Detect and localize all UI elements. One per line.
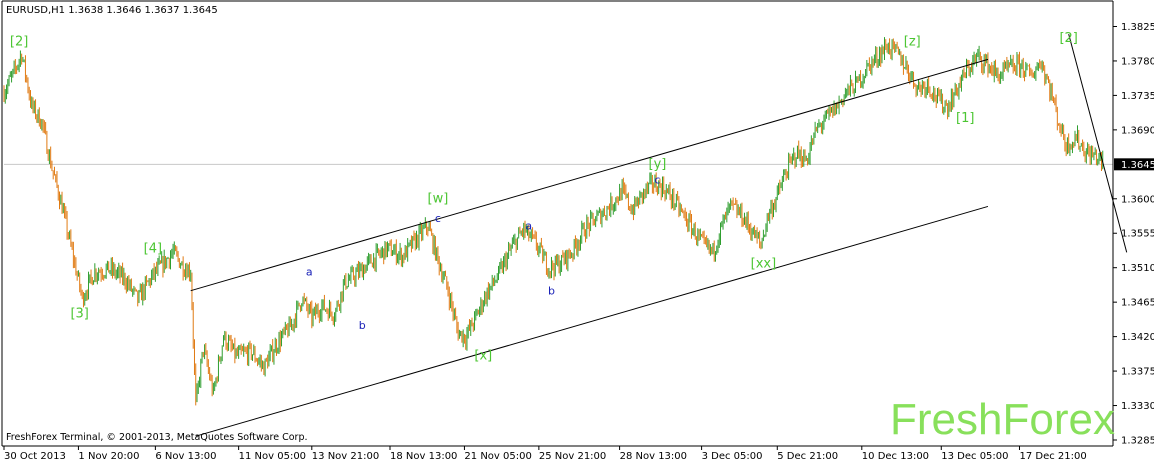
wave-label: [y] — [649, 157, 667, 172]
x-tick-label: 6 Nov 13:00 — [155, 451, 216, 462]
wave-label: [2] — [1059, 31, 1077, 46]
wave-label: [z] — [904, 35, 921, 50]
candles-group — [3, 37, 1104, 406]
wave-label: [w] — [428, 192, 449, 207]
price-axis: 1.3825 1.3780 1.3735 1.3690 1.3600 1.3555 1.35… — [1113, 22, 1154, 447]
time-axis: 30 Oct 2013 1 Nov 20:00 6 Nov 13:00 11 Nov … — [3, 446, 1087, 462]
wave-label: c — [654, 173, 660, 186]
x-tick-label: 18 Nov 13:00 — [390, 451, 457, 462]
chart-title: EURUSD,H1 1.3638 1.3646 1.3637 1.3645 — [6, 5, 218, 16]
x-tick-label: 25 Nov 21:00 — [539, 451, 606, 462]
wave-label: [3] — [70, 306, 88, 321]
wave-label: [x] — [474, 349, 492, 364]
current-price-badge — [1114, 158, 1154, 171]
x-tick-label: 3 Dec 05:00 — [702, 451, 763, 462]
y-tick-label: 1.3375 — [1121, 367, 1154, 378]
y-tick-label: 1.3600 — [1121, 194, 1154, 205]
y-tick-label: 1.3690 — [1121, 125, 1154, 136]
brand-watermark: FreshForex — [890, 395, 1115, 444]
y-tick-label: 1.3735 — [1121, 91, 1154, 102]
y-tick-label: 1.3510 — [1121, 263, 1154, 274]
y-tick-label: 1.3330 — [1121, 401, 1154, 412]
x-tick-label: 1 Nov 20:00 — [78, 451, 139, 462]
x-tick-label: 13 Nov 21:00 — [312, 451, 379, 462]
wave-label: a — [525, 219, 532, 232]
x-tick-label: 10 Dec 13:00 — [862, 451, 929, 462]
x-tick-label: 21 Nov 05:00 — [464, 451, 531, 462]
y-tick-label: 1.3780 — [1121, 56, 1154, 67]
y-tick-label: 1.3285 — [1121, 436, 1154, 447]
wave-label: [2] — [10, 35, 28, 50]
x-tick-label: 11 Nov 05:00 — [239, 451, 306, 462]
trend-lines-group[interactable] — [190, 34, 1128, 437]
wave-label: c — [435, 212, 441, 225]
wave-label: b — [548, 285, 555, 298]
wave-label: b — [359, 319, 366, 332]
channel-lower-line[interactable] — [195, 205, 989, 437]
wave-label: a — [306, 265, 313, 278]
wave-label: [xx] — [751, 257, 777, 272]
copyright-text: FreshForex Terminal, © 2001-2013, MetaQu… — [6, 432, 308, 443]
channel-upper-line[interactable] — [190, 58, 989, 292]
x-tick-label: 28 Nov 13:00 — [620, 451, 687, 462]
projection-line[interactable] — [1068, 34, 1128, 253]
y-tick-label: 1.3555 — [1121, 229, 1154, 240]
wave-label: [1] — [956, 111, 974, 126]
y-tick-label: 1.3825 — [1121, 22, 1154, 33]
x-tick-label: 13 Dec 05:00 — [941, 451, 1008, 462]
current-price-label: 1.3645 — [1121, 160, 1154, 171]
x-tick-label: 17 Dec 21:00 — [1019, 451, 1086, 462]
y-tick-label: 1.3420 — [1121, 332, 1154, 343]
wave-label: [4] — [144, 241, 162, 256]
y-tick-label: 1.3465 — [1121, 298, 1154, 309]
x-tick-label: 30 Oct 2013 — [4, 451, 66, 462]
wave-labels-group: [2][3][4]abc[w][x]abc[y][xx][z][1][2] — [10, 31, 1078, 364]
x-tick-label: 5 Dec 21:00 — [777, 451, 838, 462]
